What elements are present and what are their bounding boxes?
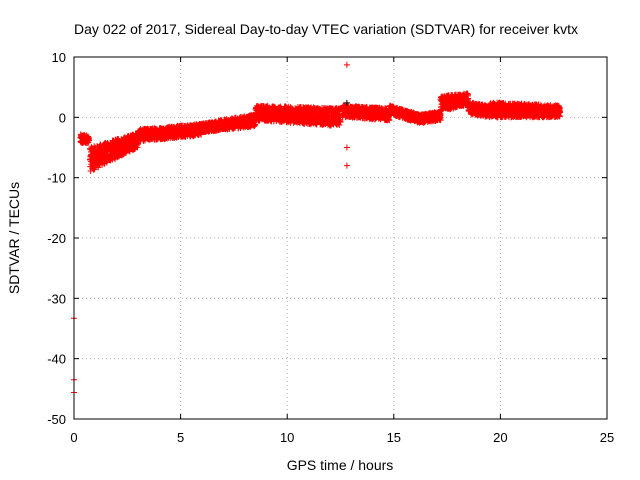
y-tick-label: -10: [47, 171, 66, 186]
data-point: [343, 144, 350, 151]
y-tick-label: -30: [47, 291, 66, 306]
y-axis-label: SDTVAR / TECUs: [6, 182, 22, 294]
data-point: [343, 162, 350, 169]
data-point: [91, 166, 98, 173]
x-tick-label: 5: [177, 430, 184, 445]
data-marks: [71, 61, 564, 396]
x-tick-label: 15: [387, 430, 401, 445]
x-tick-label: 25: [600, 430, 614, 445]
y-tick-label: -50: [47, 412, 66, 427]
chart-title: Day 022 of 2017, Sidereal Day-to-day VTE…: [74, 21, 578, 37]
y-tick-label: 0: [59, 110, 66, 125]
y-tick-label: -20: [47, 231, 66, 246]
data-point: [252, 121, 259, 128]
x-axis-label: GPS time / hours: [287, 457, 394, 473]
x-tick-label: 0: [70, 430, 77, 445]
y-tick-label: 10: [52, 50, 66, 65]
data-point: [263, 103, 270, 110]
data-point: [85, 137, 92, 144]
x-tick-label: 20: [493, 430, 507, 445]
data-point: [103, 159, 110, 166]
y-tick-label: -40: [47, 352, 66, 367]
x-tick-label: 10: [280, 430, 294, 445]
data-point: [343, 61, 350, 68]
